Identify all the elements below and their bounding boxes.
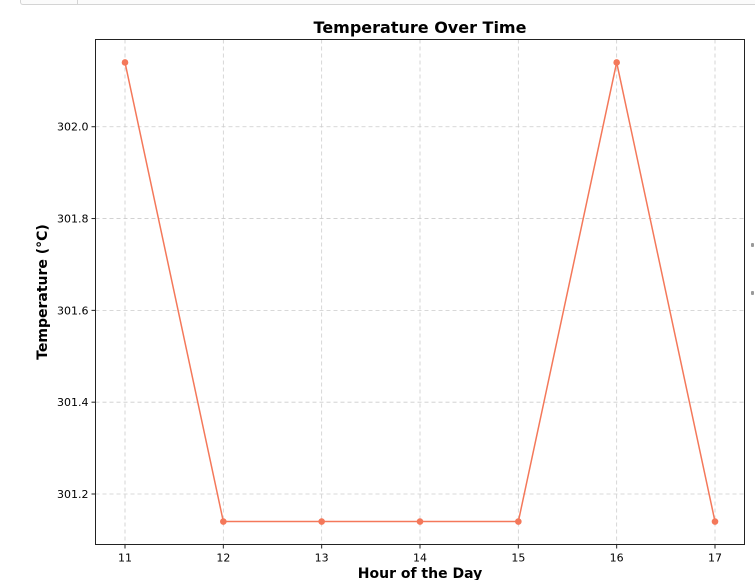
y-axis-ticks: 301.2 301.4 301.6 301.8 302.0 <box>57 121 96 501</box>
data-point <box>711 518 719 525</box>
notebook-cell-edge <box>20 0 755 5</box>
data-point <box>318 518 325 525</box>
y-axis-label: Temperature (°C) <box>35 224 51 360</box>
y-tick-label: 301.6 <box>57 304 89 317</box>
x-axis-ticks: 11 12 13 14 15 16 17 <box>118 544 722 565</box>
notebook-cell-divider <box>77 0 78 4</box>
x-tick-label: 17 <box>708 552 722 565</box>
y-tick-label: 301.4 <box>57 396 89 409</box>
data-point <box>416 518 424 525</box>
data-point <box>220 518 227 525</box>
x-tick-label: 14 <box>413 552 427 565</box>
data-point <box>613 59 620 66</box>
grid-lines <box>95 39 745 545</box>
x-tick-label: 16 <box>610 552 624 565</box>
chart-title: Temperature Over Time <box>314 18 527 37</box>
y-tick-label: 302.0 <box>57 121 89 134</box>
x-tick-label: 12 <box>216 552 230 565</box>
clipped-edge-mark <box>751 291 754 295</box>
clipped-edge-mark <box>751 243 754 247</box>
data-point <box>515 518 522 525</box>
data-point <box>121 59 129 66</box>
series-layer <box>121 59 719 525</box>
x-tick-label: 11 <box>118 552 132 565</box>
x-tick-label: 15 <box>511 552 525 565</box>
x-tick-label: 13 <box>315 552 329 565</box>
x-axis-label: Hour of the Day <box>358 566 482 580</box>
y-tick-label: 301.8 <box>57 213 89 226</box>
y-tick-label: 301.2 <box>57 488 89 501</box>
